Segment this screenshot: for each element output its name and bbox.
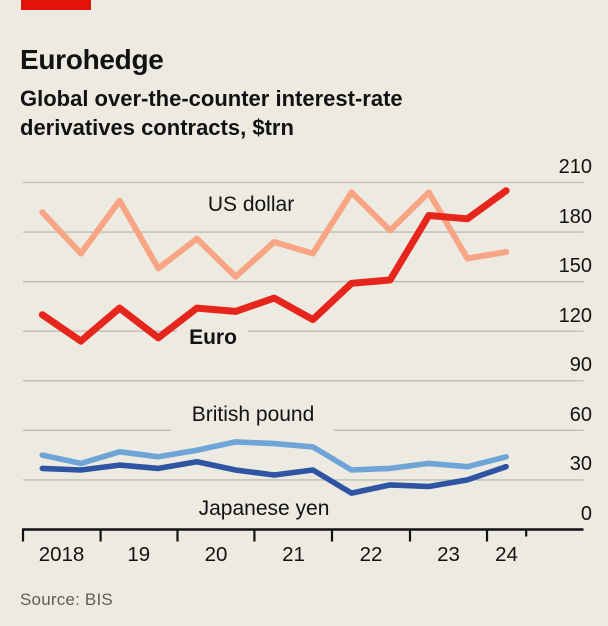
y-axis-label-150: 150 — [558, 255, 592, 278]
x-axis-label-23: 23 — [437, 543, 460, 566]
x-axis-label-22: 22 — [359, 543, 383, 566]
chart-subtitle-line1: Global over-the-counter interest-rate — [20, 86, 403, 111]
y-axis-label-210: 210 — [558, 156, 592, 178]
x-axis-label-2018: 2018 — [38, 543, 85, 566]
y-axis-label-90: 90 — [569, 354, 592, 377]
chart-title: Eurohedge — [20, 43, 164, 75]
y-axis-label-0: 0 — [580, 503, 592, 525]
y-axis-label-180: 180 — [558, 205, 592, 228]
x-axis-label-19: 19 — [127, 543, 151, 566]
x-axis-label-24: 24 — [495, 543, 518, 566]
series-label-us-dollar: US dollar — [207, 193, 295, 216]
red-accent-bar — [21, 0, 91, 10]
series-line-japanese-yen — [39, 458, 509, 496]
y-axis-label-120: 120 — [558, 304, 592, 327]
series-label-euro: Euro — [189, 326, 237, 349]
source-note: Source: BIS — [20, 590, 113, 609]
chart-subtitle-line2: derivatives contracts, $trn — [20, 115, 294, 140]
y-axis-label-30: 30 — [569, 453, 592, 476]
y-axis-label-60: 60 — [569, 403, 592, 426]
x-axis-label-20: 20 — [204, 543, 228, 566]
x-axis-label-21: 21 — [282, 543, 305, 566]
series-line-euro — [38, 187, 510, 345]
series-label-japanese-yen: Japanese yen — [198, 497, 330, 520]
series-label-british-pound: British pound — [191, 403, 315, 426]
series-line-british-pound — [39, 439, 509, 473]
chart-subtitle: Global over-the-counter interest-rate de… — [20, 84, 403, 142]
series-line-us-dollar — [39, 189, 510, 280]
